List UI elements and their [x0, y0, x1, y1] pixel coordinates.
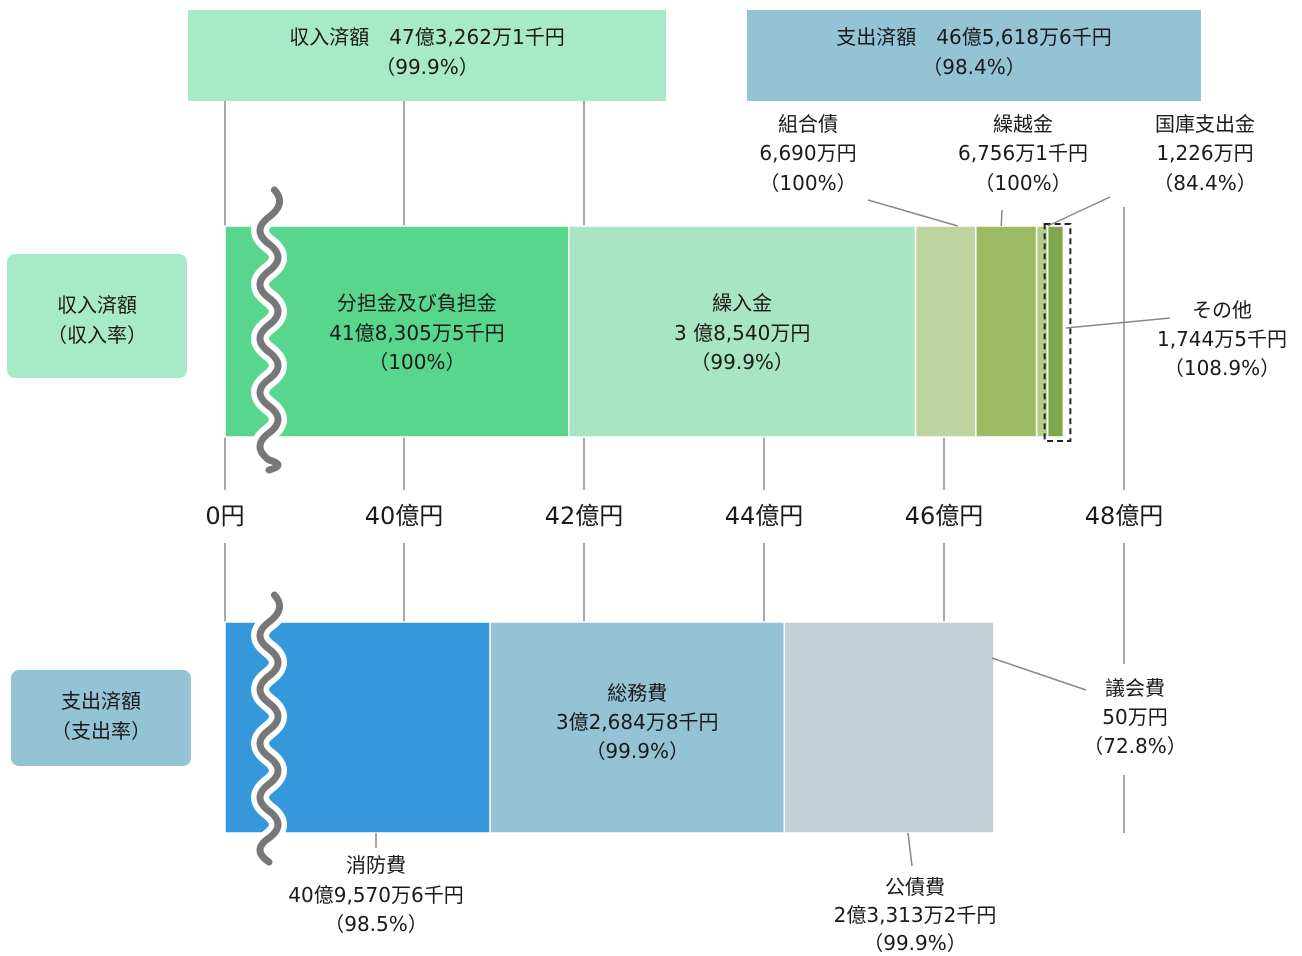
income-bar-4	[1035, 225, 1049, 438]
expenditure-bar-3	[993, 621, 996, 834]
income-segment-amount: 1,226万円	[1156, 141, 1253, 165]
expenditure-segment-name: 消防費	[346, 853, 406, 877]
income-segment-amount: 1,744万5千円	[1157, 327, 1287, 351]
expenditure-total-label: （98.4%）	[922, 55, 1026, 79]
expenditure-segment-amount: 3億2,684万8千円	[556, 710, 719, 734]
axis-tick-label: 46億円	[905, 502, 984, 530]
income-total-label: （99.9%）	[375, 55, 479, 79]
leader-line	[867, 199, 958, 227]
axis-tick-label: 42億円	[545, 502, 624, 530]
expenditure-segment-amount: 2億3,313万2千円	[834, 903, 997, 927]
expenditure-segment-rate: （98.5%）	[324, 912, 428, 936]
expenditure-segment-name: 議会費	[1105, 676, 1165, 700]
income-segment-rate: （108.9%）	[1164, 356, 1280, 380]
income-segment-amount: 3 億8,540万円	[674, 321, 810, 345]
income-segment-rate: （84.4%）	[1153, 171, 1257, 195]
income-segment-amount: 6,690万円	[759, 141, 856, 165]
income-segment-rate: （99.9%）	[690, 350, 794, 374]
income-bar-3	[975, 225, 1038, 438]
axis-tick-label: 44億円	[725, 502, 804, 530]
axis-tick-label: 40億円	[365, 502, 444, 530]
income-total-box	[188, 10, 666, 101]
income-segment-rate: （100%）	[759, 171, 856, 195]
axis-tick-label: 48億円	[1085, 502, 1164, 530]
expenditure-bar-1	[489, 621, 786, 834]
income-row-label: （収入率）	[47, 323, 147, 347]
expenditure-segment-rate: （99.9%）	[863, 931, 967, 955]
axis-tick-label: 0円	[205, 502, 244, 530]
expenditure-segment-name: 総務費	[607, 681, 667, 705]
leader-line	[1047, 196, 1111, 227]
expenditure-row-label-box	[11, 670, 191, 766]
expenditure-segment-amount: 40億9,570万6千円	[288, 883, 463, 907]
income-segment-name: 分担金及び負担金	[337, 291, 497, 315]
income-bar-5	[1046, 225, 1065, 438]
leader-line	[991, 657, 1087, 691]
expenditure-row-label: 支出済額	[61, 689, 141, 713]
axis-break-wave-lower	[256, 591, 284, 866]
income-bar-2	[914, 225, 977, 438]
income-row-label: 収入済額	[57, 293, 137, 317]
income-segment-rate: （100%）	[974, 171, 1071, 195]
expenditure-total-label: 支出済額 46億5,618万6千円	[836, 25, 1111, 49]
other-dashed-outline	[1043, 223, 1072, 442]
expenditure-row-label: （支出率）	[51, 719, 151, 743]
leader-line	[907, 832, 913, 867]
income-segment-name: その他	[1192, 298, 1252, 322]
income-segment-rate: （100%）	[368, 350, 465, 374]
expenditure-segment-rate: （99.9%）	[585, 739, 689, 763]
income-segment-amount: 41億8,305万5千円	[329, 321, 504, 345]
axis-break-wave-upper	[256, 186, 284, 474]
income-segment-name: 組合債	[778, 112, 838, 136]
income-segment-name: 国庫支出金	[1155, 112, 1255, 136]
income-segment-name: 繰越金	[993, 112, 1053, 136]
leader-line	[1065, 317, 1171, 329]
expenditure-segment-rate: （72.8%）	[1083, 734, 1187, 758]
expenditure-bar-2	[783, 621, 995, 834]
income-segment-name: 繰入金	[712, 291, 772, 315]
expenditure-segment-amount: 50万円	[1102, 705, 1167, 729]
income-bar-1	[567, 225, 917, 438]
leader-line	[1000, 209, 1003, 227]
income-total-label: 収入済額 47億3,262万1千円	[289, 25, 564, 49]
income-row-label-box	[7, 254, 187, 378]
income-segment-amount: 6,756万1千円	[958, 141, 1088, 165]
expenditure-segment-name: 公債費	[885, 875, 945, 899]
expenditure-total-box	[747, 10, 1201, 101]
